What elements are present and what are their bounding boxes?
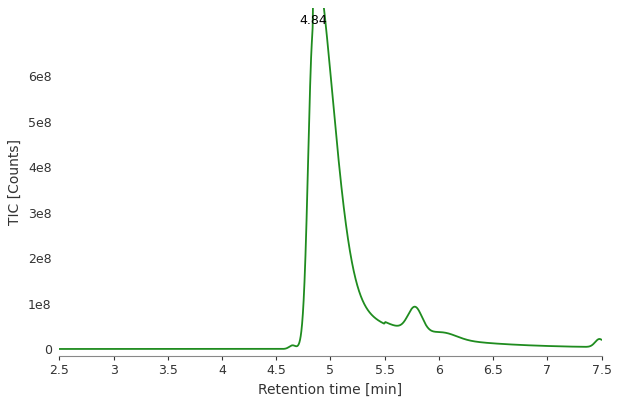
X-axis label: Retention time [min]: Retention time [min] [259,383,402,396]
Y-axis label: TIC [Counts]: TIC [Counts] [8,139,22,225]
Text: 4.84: 4.84 [299,13,327,26]
